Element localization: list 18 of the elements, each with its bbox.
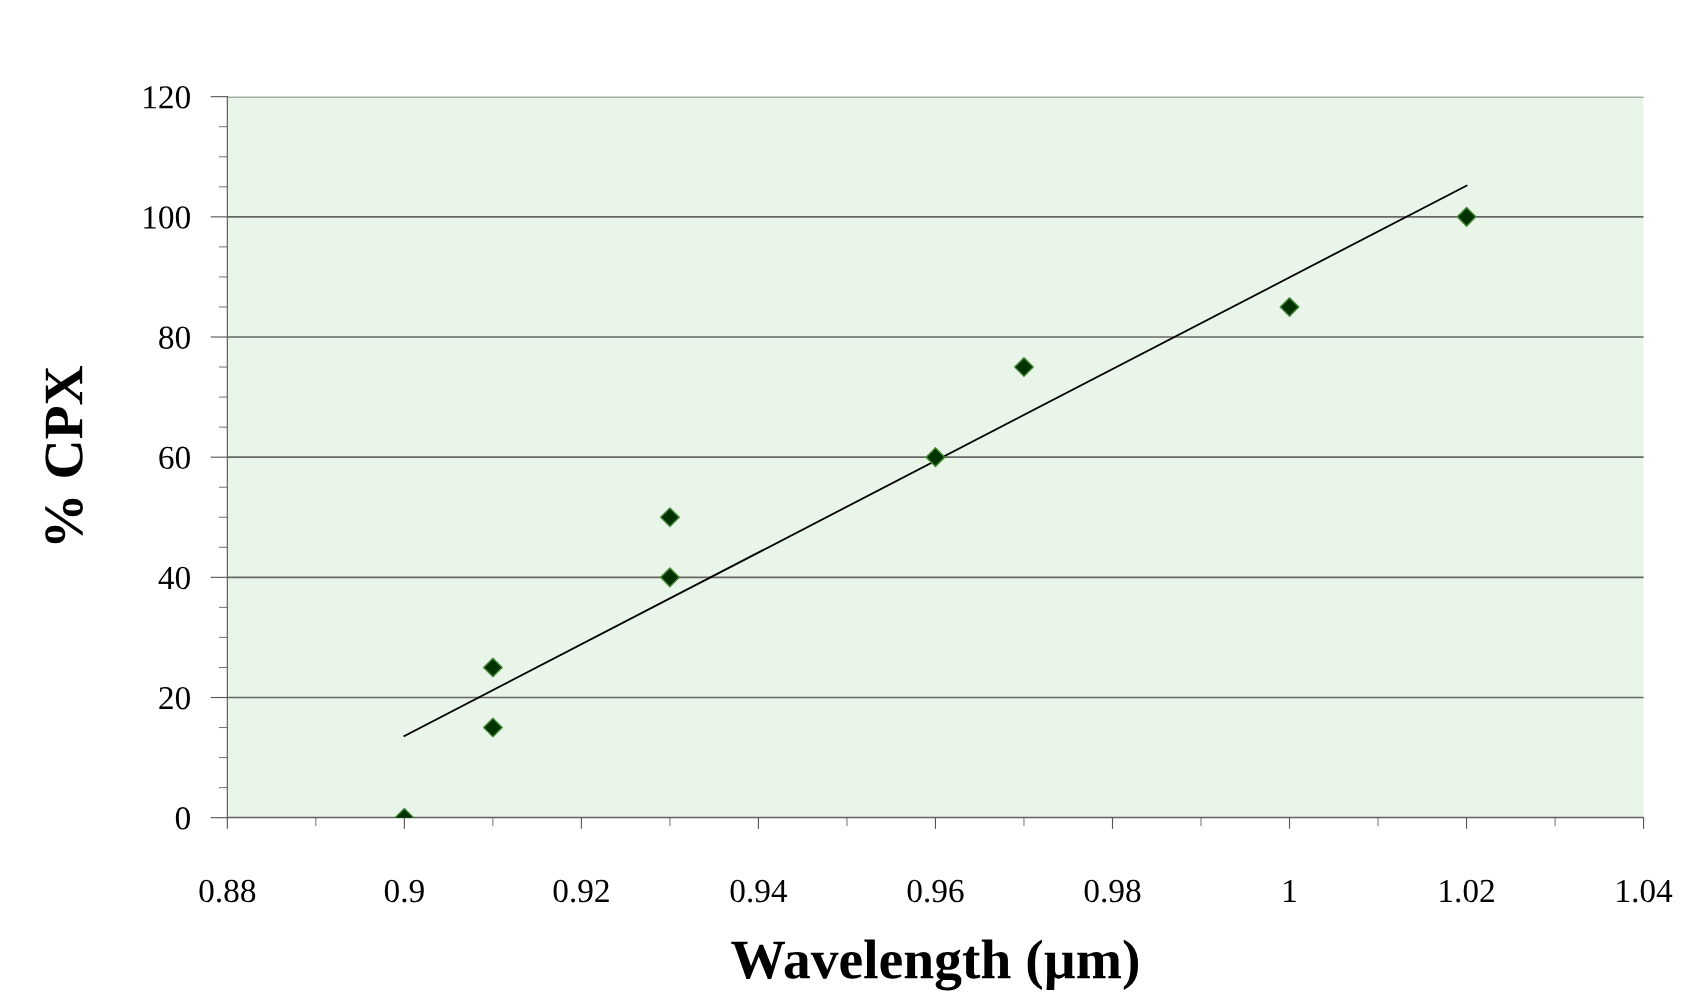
y-tick-label: 40: [158, 566, 190, 590]
y-tick-label: 120: [144, 86, 190, 109]
x-tick-label: 1: [1284, 879, 1296, 902]
x-tick-label: 1.04: [1617, 879, 1673, 903]
x-tick-label: 0.98: [1084, 879, 1141, 903]
y-tick-label: 20: [159, 686, 190, 710]
x-axis-title: Wavelength (µm): [731, 939, 1139, 991]
x-tick-label: 0.94: [730, 879, 788, 903]
y-axis-title: % CPX: [45, 366, 83, 544]
x-tick-label: 1.02: [1440, 879, 1494, 903]
x-tick-label: 0.96: [907, 879, 964, 903]
y-tick-label: 60: [159, 446, 190, 470]
x-tick-label: 0.9: [384, 879, 424, 903]
y-tick-label: 0: [175, 807, 190, 830]
x-tick-label: 0.92: [553, 879, 609, 903]
x-tick-label: 0.88: [199, 879, 256, 903]
y-tick-label: 100: [144, 206, 190, 229]
y-tick-label: 80: [159, 326, 190, 349]
